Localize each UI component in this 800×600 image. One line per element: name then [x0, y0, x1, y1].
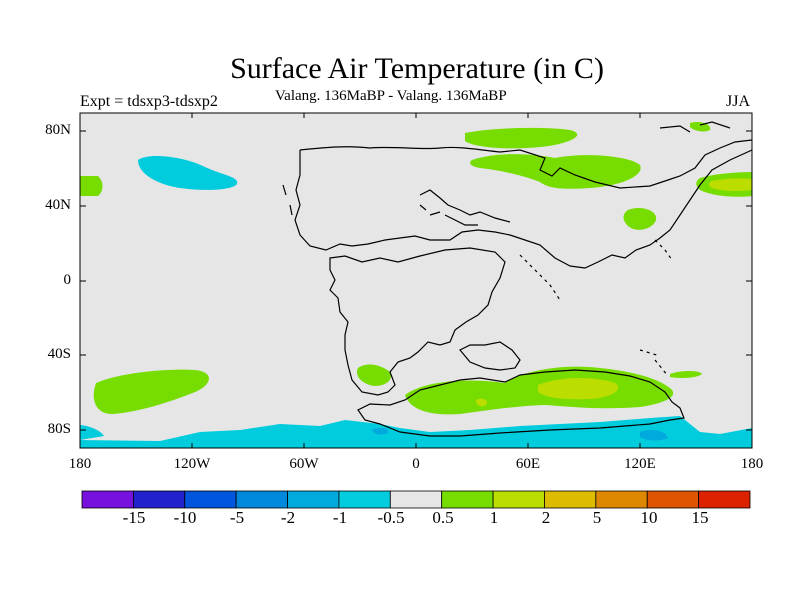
lon-label: 120E — [624, 456, 656, 472]
warm-anomaly-arctic — [465, 127, 578, 149]
season-label: JJA — [726, 93, 751, 110]
coastline-antarctica — [357, 369, 685, 437]
colorbar-label: -2 — [280, 508, 296, 527]
colorbar-swatch — [235, 490, 288, 509]
colorbar-label: 2 — [541, 508, 551, 527]
colorbar-label: 1 — [489, 508, 499, 527]
lat-label: 40S — [47, 346, 71, 362]
coastlines — [282, 121, 752, 437]
coastline-tethys-north — [294, 150, 571, 267]
coastline-gondwana — [329, 247, 506, 396]
warm-anomaly-southeast-small — [670, 371, 702, 378]
colorbar-label: -10 — [173, 508, 197, 527]
colorbar — [81, 490, 751, 509]
colorbar-swatch — [492, 490, 545, 509]
colorbar-label: -5 — [229, 508, 245, 527]
cold-anomaly-ross-sea — [372, 427, 389, 435]
colorbar-label: 0.5 — [432, 508, 454, 527]
colorbar-swatch — [338, 490, 391, 509]
cold-anomaly-antarctic-coast — [80, 425, 104, 440]
lon-label: 120W — [173, 456, 211, 472]
colorbar-label: 5 — [592, 508, 602, 527]
experiment-label: Expt = tdsxp3-tdsxp2 — [80, 93, 218, 110]
warm-anomaly-northeast-asia-core — [709, 178, 752, 192]
colorbar-swatch — [389, 490, 443, 509]
warm-anomaly-south-america — [356, 364, 392, 386]
plot-title: Surface Air Temperature (in C) — [230, 52, 604, 85]
lon-label: 180 — [740, 456, 764, 472]
coastline-islands — [282, 121, 731, 226]
colorbar-swatch — [441, 490, 494, 509]
coastline-laurasia — [299, 139, 752, 189]
lon-label: 180 — [68, 456, 92, 472]
warm-anomaly-southern-ocean-core — [538, 377, 619, 400]
coastline-east-asia — [569, 149, 752, 269]
cold-anomaly-antarctica-deep — [640, 430, 668, 441]
warm-anomaly-west-pacific — [80, 176, 103, 196]
colorbar-swatch — [287, 490, 340, 509]
axis-ticks — [79, 113, 753, 448]
lon-label: 0 — [412, 456, 420, 472]
colorbar-label: -15 — [122, 508, 146, 527]
lon-label: 60W — [289, 456, 319, 472]
anomaly-layer — [80, 121, 752, 448]
cold-anomaly-north-pacific — [138, 156, 238, 190]
colorbar-label: 10 — [640, 508, 658, 527]
colorbar-label: 15 — [691, 508, 709, 527]
cold-anomaly-antarctica — [80, 416, 752, 448]
lat-label: 40N — [45, 197, 71, 213]
warm-anomaly-eurasia — [470, 154, 641, 189]
colorbar-swatch — [132, 490, 186, 509]
coastline-dots — [519, 239, 673, 377]
plot-subtitle: Valang. 136MaBP - Valang. 136MaBP — [275, 88, 507, 104]
lat-label: 0 — [63, 272, 72, 288]
lat-label: 80N — [45, 122, 71, 138]
colorbar-swatch — [698, 490, 751, 509]
colorbar-label: -0.5 — [377, 508, 405, 527]
lon-label: 60E — [515, 456, 541, 472]
colorbar-swatch — [646, 490, 700, 509]
colorbar-label: -1 — [332, 508, 348, 527]
colorbar-swatch — [184, 490, 237, 509]
warm-anomaly-southern-ocean-spot — [476, 398, 488, 407]
colorbar-swatch — [544, 490, 597, 509]
warm-anomaly-south-pacific — [93, 369, 209, 414]
colorbar-swatch — [595, 490, 648, 509]
warm-anomaly-east-asia — [623, 208, 657, 230]
colorbar-swatch — [81, 490, 134, 509]
warm-anomaly-north-pole — [690, 121, 711, 132]
lat-label: 80S — [47, 421, 71, 437]
coastline-india — [459, 341, 521, 371]
